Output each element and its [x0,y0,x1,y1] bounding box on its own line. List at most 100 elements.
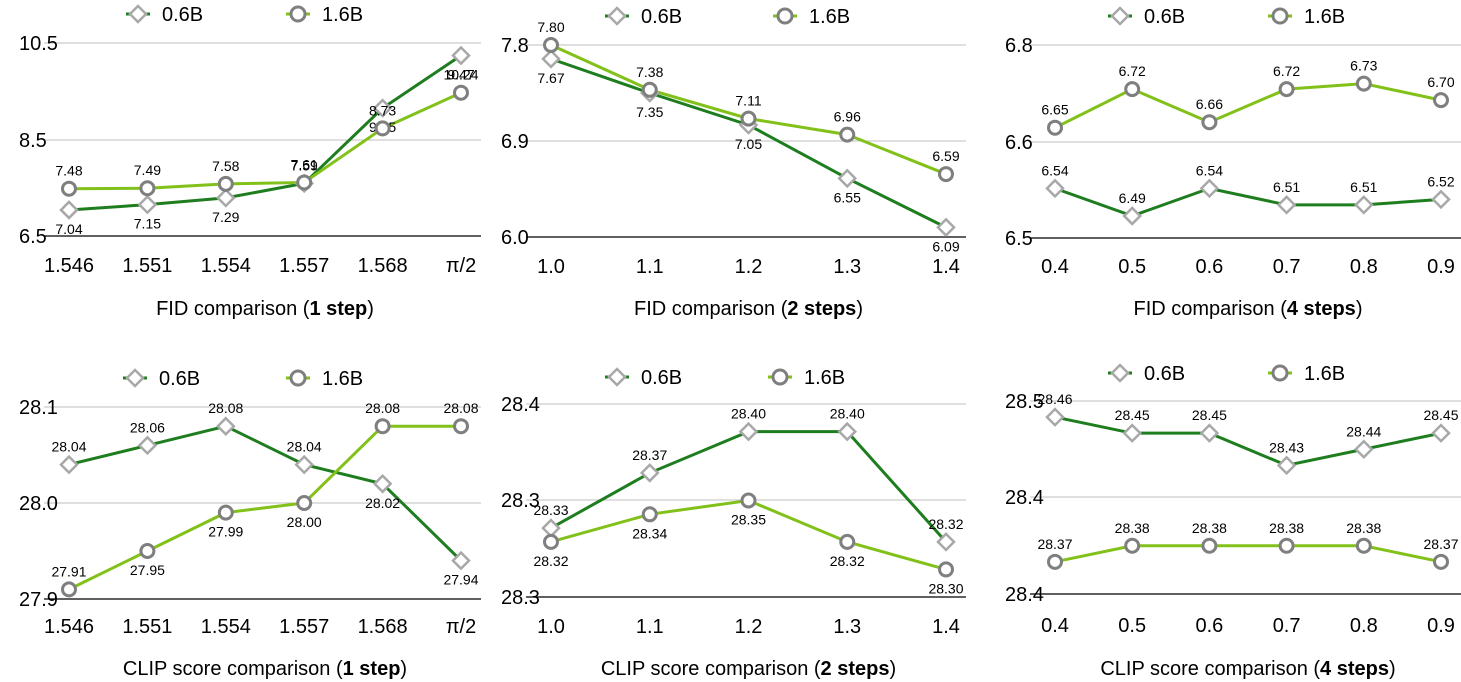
title-bold: 1 step [309,298,367,320]
title-prefix: CLIP score comparison ( [601,658,821,680]
diamond-marker [837,421,858,442]
chart-panel-6: 28.5 28.4 28.4 0.4 0.5 0.6 0.7 0.8 0.9 28.46 28.45… [1005,363,1461,680]
title-bold: 4 steps [1320,658,1389,680]
diamond-marker [541,518,561,538]
circle-marker [543,533,559,550]
y-tick-label: 28.3 [501,490,540,512]
data-label: 28.35 [731,512,766,528]
circle-marker [296,495,313,511]
diamond-marker [59,454,79,475]
legend-label: 0.6B [1144,6,1185,28]
x-tick-label: 1.4 [932,256,960,278]
title-suffix: ) [1389,658,1396,680]
legend-circle-marker [776,7,794,25]
x-tick-label: π/2 [446,255,476,277]
data-label: 28.45 [1192,407,1227,423]
data-label: 7.15 [134,216,161,232]
title-suffix: ) [1356,298,1363,320]
legend-label: 1.6B [809,6,850,28]
y-tick-label: 8.5 [19,130,47,152]
series-line-1-6b [1054,544,1442,564]
diamond-marker [936,217,956,238]
title-bold: 2 steps [787,298,856,320]
data-label: 8.73 [369,102,396,118]
x-tick-label: π/2 [446,616,476,638]
data-label: 7.67 [537,70,564,86]
data-label: 28.34 [632,525,667,541]
diamond-marker [59,200,79,220]
data-label: 6.96 [834,109,861,125]
legend-label: 1.6B [322,368,363,390]
data-label: 7.49 [134,162,161,178]
data-label: 28.08 [365,400,400,416]
data-label: 28.30 [928,580,963,596]
x-tick-label: 1.3 [833,256,861,278]
diamond-marker [1122,206,1142,226]
circle-marker [217,175,234,192]
data-label: 6.52 [1427,173,1454,189]
circle-marker [1433,553,1449,570]
data-label: 28.37 [632,447,667,463]
circle-marker [61,180,77,197]
circle-marker [139,543,156,559]
data-label: 28.38 [1115,520,1150,536]
data-label: 28.06 [130,419,165,435]
data-label: 28.08 [443,400,478,416]
data-label: 6.73 [1350,58,1377,74]
circle-marker [543,37,559,53]
diamond-marker [137,194,158,215]
diamond-marker [1045,407,1065,427]
diamond-marker [1354,195,1374,215]
x-tick-label: 0.6 [1195,256,1223,278]
data-label: 6.72 [1119,63,1146,79]
chart-panel-5: 28.4 28.3 28.3 1.0 1.1 1.2 1.3 1.4 28.33 28.37 28.… [501,367,966,680]
data-label: 28.08 [208,400,243,416]
diamond-marker [216,416,236,436]
data-label: 7.59 [291,157,318,173]
data-label: 27.95 [130,562,165,578]
chart-panel-2: 7.8 6.9 6.0 1.0 1.1 1.2 1.3 1.4 7.67 7.35 7.05 6.55… [501,6,966,320]
title-bold: 2 steps [821,658,890,680]
x-tick-label: 0.4 [1041,256,1069,278]
chart-panel-1: 10.5 8.5 6.5 1.546 1.551 1.554 1.557 1.568 π/2 7.… [19,4,481,320]
circle-marker [374,120,391,137]
circle-marker [1047,119,1063,136]
diamond-marker [541,49,561,69]
diamond-marker [738,421,759,442]
series-line-0-6b [68,424,463,562]
chart-title: CLIP score comparison (4 steps) [1100,658,1395,680]
circle-marker [374,418,391,435]
series-line-1-6b [550,43,947,176]
x-tick-label: 1.4 [932,616,960,638]
x-tick-label: 1.554 [201,616,251,638]
x-tick-label: 1.2 [735,616,763,638]
y-tick-label: 6.9 [501,131,529,153]
y-tick-label: 6.0 [501,227,529,249]
legend-circle-marker [1271,364,1289,382]
data-label: 28.32 [533,553,568,569]
x-tick-label: 0.8 [1350,256,1378,278]
x-tick-label: 0.7 [1273,256,1301,278]
data-label: 10.24 [443,67,478,83]
series-line-1-6b [1054,82,1442,130]
circle-marker [641,506,658,523]
y-tick-label: 6.5 [1005,228,1033,250]
data-label: 28.04 [287,439,322,455]
diamond-marker [1045,178,1065,199]
data-label: 7.38 [636,64,663,80]
diamond-marker [1199,423,1220,443]
data-label: 6.49 [1119,190,1146,206]
x-tick-label: 1.2 [735,256,763,278]
title-suffix: ) [400,658,407,680]
y-tick-label: 6.5 [19,226,47,248]
title-bold: 4 steps [1287,298,1356,320]
circle-marker [1201,114,1218,131]
legend-diamond-marker [125,368,145,388]
data-label: 7.35 [636,104,663,120]
x-tick-label: 1.1 [636,256,664,278]
data-label: 28.00 [287,514,322,530]
y-tick-label: 28.4 [501,394,540,416]
circle-marker [1124,81,1141,98]
data-label: 7.80 [537,19,564,35]
data-label: 6.51 [1350,179,1377,195]
